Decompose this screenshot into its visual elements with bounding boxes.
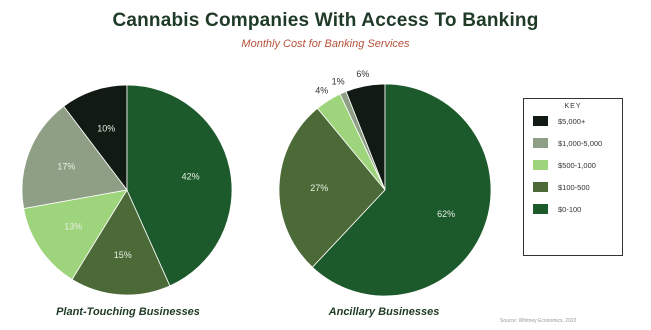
legend-label: $1,000-5,000 [558, 138, 603, 148]
legend-label: $100-500 [558, 182, 590, 192]
slice-label: 4% [315, 85, 328, 95]
legend-swatch [533, 160, 548, 170]
legend-item: $5,000+ [533, 110, 622, 132]
pie-slice [21, 105, 128, 210]
slice-label: 13% [64, 222, 82, 232]
legend: KEY $5,000+ $1,000-5,000 $500-1,000 $100… [523, 98, 623, 256]
pie-caption-ancillary: Ancillary Businesses [328, 306, 440, 318]
slice-label: 6% [356, 69, 369, 79]
legend-swatch [533, 204, 548, 214]
legend-item: $100-500 [533, 176, 622, 198]
slice-label: 15% [114, 250, 132, 260]
legend-label: $500-1,000 [558, 160, 596, 170]
source-note: Source: Whitney Economics, 2022 [500, 318, 577, 324]
pie-caption-plant-touching: Plant-Touching Businesses [56, 306, 200, 318]
pie-slice [23, 189, 128, 281]
pie-0: 10% 17% 13% 15% 42% [21, 84, 233, 296]
legend-item: $500-1,000 [533, 154, 622, 176]
pie-slice [278, 107, 386, 268]
legend-title: KEY [564, 103, 582, 110]
legend-swatch [533, 182, 548, 192]
slice-label: 17% [57, 161, 75, 171]
slice-label: 42% [182, 171, 200, 181]
legend-label: $0-100 [558, 204, 582, 214]
pie-1: 6% 1% 4% 27% 62% [278, 69, 492, 297]
legend-label: $5,000+ [558, 116, 586, 126]
legend-item: $0-100 [533, 198, 622, 220]
legend-swatch [533, 138, 548, 148]
slice-label: 62% [437, 209, 455, 219]
slice-label: 27% [310, 183, 328, 193]
chart-title: Cannabis Companies With Access To Bankin… [112, 10, 539, 31]
legend-swatch [533, 116, 548, 126]
pie-slice [71, 189, 171, 296]
chart-subtitle: Monthly Cost for Banking Services [241, 38, 410, 50]
slice-label: 10% [97, 123, 115, 133]
slice-label: 1% [332, 77, 345, 87]
pie-slice [126, 84, 233, 287]
legend-item: $1,000-5,000 [533, 132, 622, 154]
pie-slice [311, 83, 492, 297]
